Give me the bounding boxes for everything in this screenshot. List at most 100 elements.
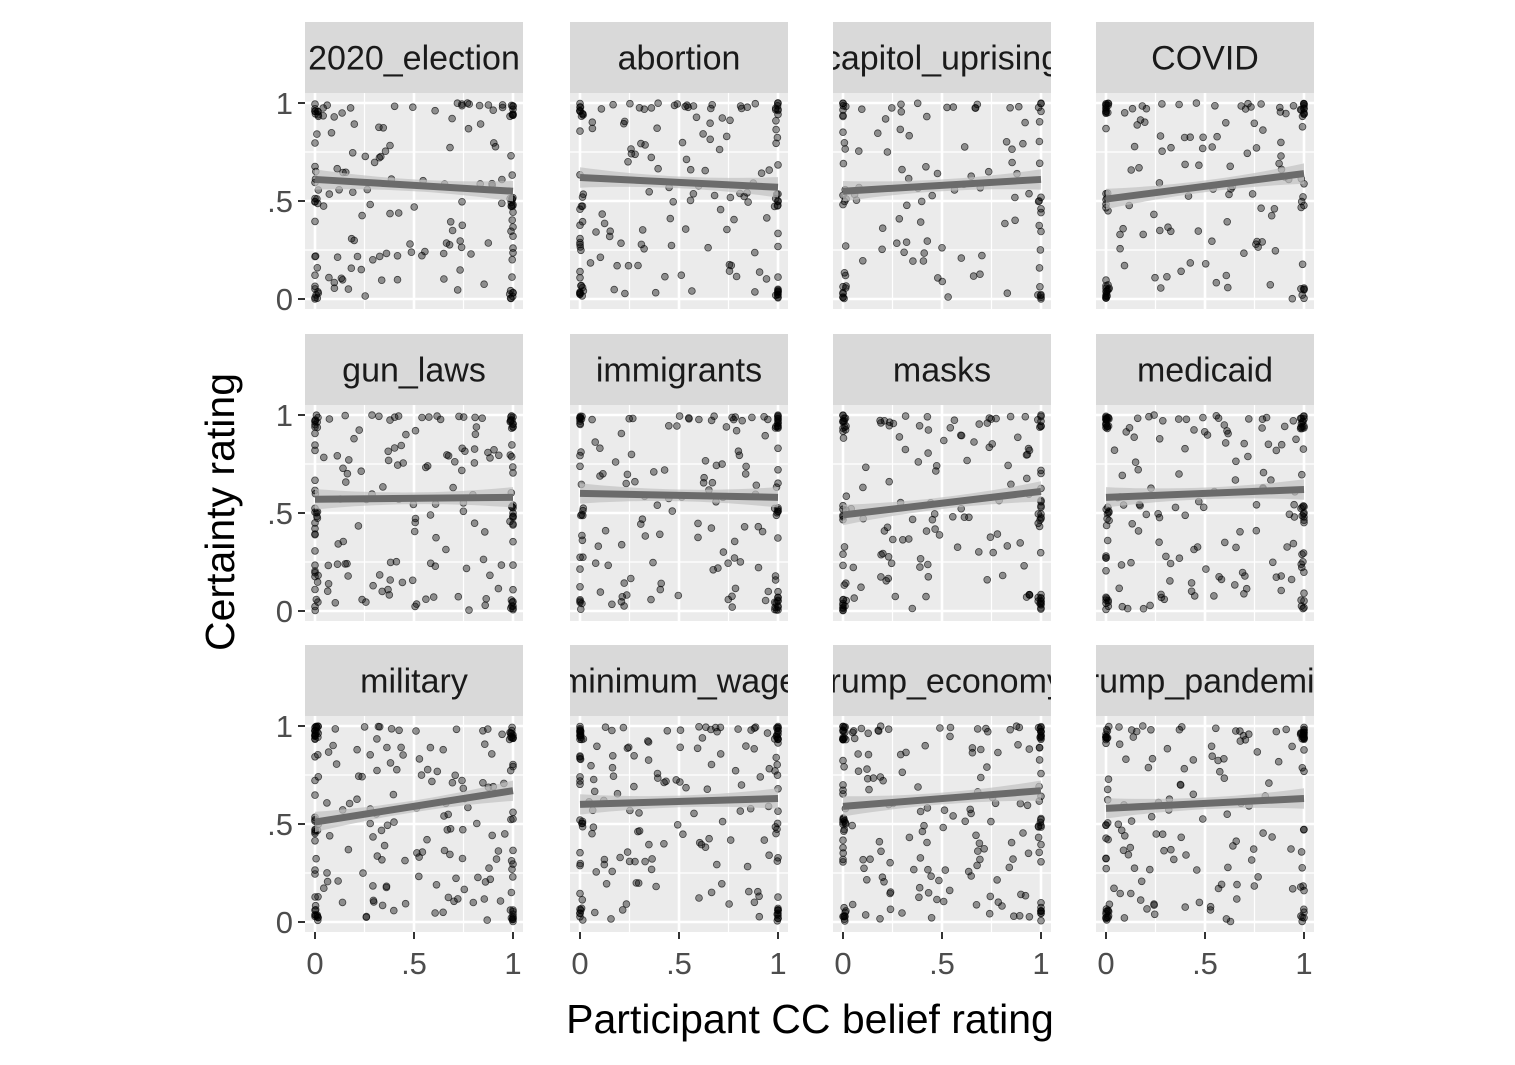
scatter-point [1011, 216, 1019, 225]
scatter-point [915, 883, 924, 892]
scatter-point [578, 193, 587, 201]
scatter-point [1037, 99, 1045, 107]
scatter-point [1181, 903, 1189, 911]
scatter-point [1022, 593, 1031, 601]
scatter-point [1174, 415, 1183, 423]
scatter-point [1102, 109, 1110, 118]
scatter-point [634, 261, 642, 270]
scatter-point [694, 533, 702, 542]
scatter-point [448, 778, 457, 787]
scatter-point [610, 285, 618, 294]
scatter-point [716, 205, 725, 214]
facet-strip [1096, 645, 1314, 716]
scatter-point [401, 856, 409, 865]
scatter-point [706, 119, 714, 127]
scatter-point [848, 900, 857, 909]
scatter-point [743, 862, 752, 871]
scatter-point [931, 525, 939, 533]
scatter-point [1102, 554, 1110, 562]
scatter-point [774, 273, 782, 281]
scatter-point [1104, 775, 1113, 783]
scatter-point [715, 145, 724, 154]
scatter-point [325, 415, 334, 423]
scatter-point [1299, 99, 1308, 108]
scatter-point [920, 821, 928, 830]
scatter-point [410, 527, 419, 536]
scatter-point [480, 528, 489, 536]
scatter-point [939, 436, 948, 445]
facet-panel: masks [833, 334, 1051, 621]
scatter-point [684, 414, 693, 422]
scatter-point [589, 775, 598, 784]
scatter-point [698, 734, 707, 742]
scatter-point [1277, 152, 1285, 160]
scatter-point [399, 459, 408, 467]
scatter-point [616, 853, 624, 862]
scatter-point [839, 855, 847, 864]
scatter-point [895, 433, 904, 441]
scatter-point [750, 898, 759, 907]
scatter-point [1268, 833, 1276, 841]
scatter-point [500, 830, 509, 838]
scatter-point [622, 591, 631, 599]
scatter-point [576, 780, 584, 789]
scatter-point [333, 164, 342, 173]
scatter-point [1176, 780, 1185, 789]
scatter-point [724, 559, 732, 567]
scatter-point [314, 598, 322, 606]
scatter-point [884, 552, 893, 561]
facet-strip-label: masks [893, 352, 991, 390]
scatter-point [701, 166, 709, 175]
scatter-point [408, 103, 417, 111]
scatter-point [839, 561, 847, 570]
scatter-point [1166, 559, 1175, 568]
facet-strip-label: trump_economy [820, 663, 1064, 701]
scatter-point [311, 441, 319, 449]
scatter-point [1300, 284, 1308, 292]
scatter-point [1037, 502, 1045, 510]
scatter-point [331, 725, 340, 733]
scatter-point [656, 585, 665, 594]
scatter-point [341, 478, 350, 486]
x-tick-label: 1 [769, 946, 786, 981]
scatter-point [331, 598, 340, 607]
scatter-point [401, 899, 410, 908]
scatter-point [701, 456, 710, 465]
scatter-point [1240, 439, 1248, 448]
scatter-point [631, 857, 639, 866]
scatter-point [1207, 742, 1216, 751]
facet-panel: capitol_uprising [833, 22, 1051, 309]
scatter-point [509, 815, 517, 823]
scatter-point [933, 169, 942, 178]
scatter-point [728, 603, 736, 611]
scatter-point [859, 483, 867, 492]
scatter-point [594, 542, 603, 550]
scatter-point [773, 422, 782, 431]
scatter-point [695, 894, 703, 902]
scatter-point [773, 760, 781, 769]
scatter-point [1117, 561, 1126, 569]
scatter-point [410, 203, 419, 211]
scatter-point [442, 545, 450, 554]
scatter-point [362, 912, 371, 921]
scatter-point [591, 438, 599, 446]
facet-strip-label: gun_laws [342, 352, 486, 390]
scatter-point [908, 604, 917, 613]
scatter-point [418, 413, 426, 422]
scatter-point [621, 289, 629, 298]
scatter-point [387, 724, 396, 733]
scatter-point [878, 873, 887, 881]
scatter-point [382, 883, 391, 892]
scatter-point [1102, 733, 1110, 742]
scatter-point [993, 530, 1002, 538]
scatter-point [446, 850, 454, 859]
scatter-point [1296, 883, 1305, 891]
scatter-point [774, 479, 782, 488]
scatter-point [841, 912, 849, 921]
scatter-point [1232, 457, 1240, 466]
scatter-point [839, 599, 847, 608]
scatter-point [1277, 586, 1285, 595]
scatter-point [839, 827, 848, 835]
scatter-point [654, 164, 662, 173]
